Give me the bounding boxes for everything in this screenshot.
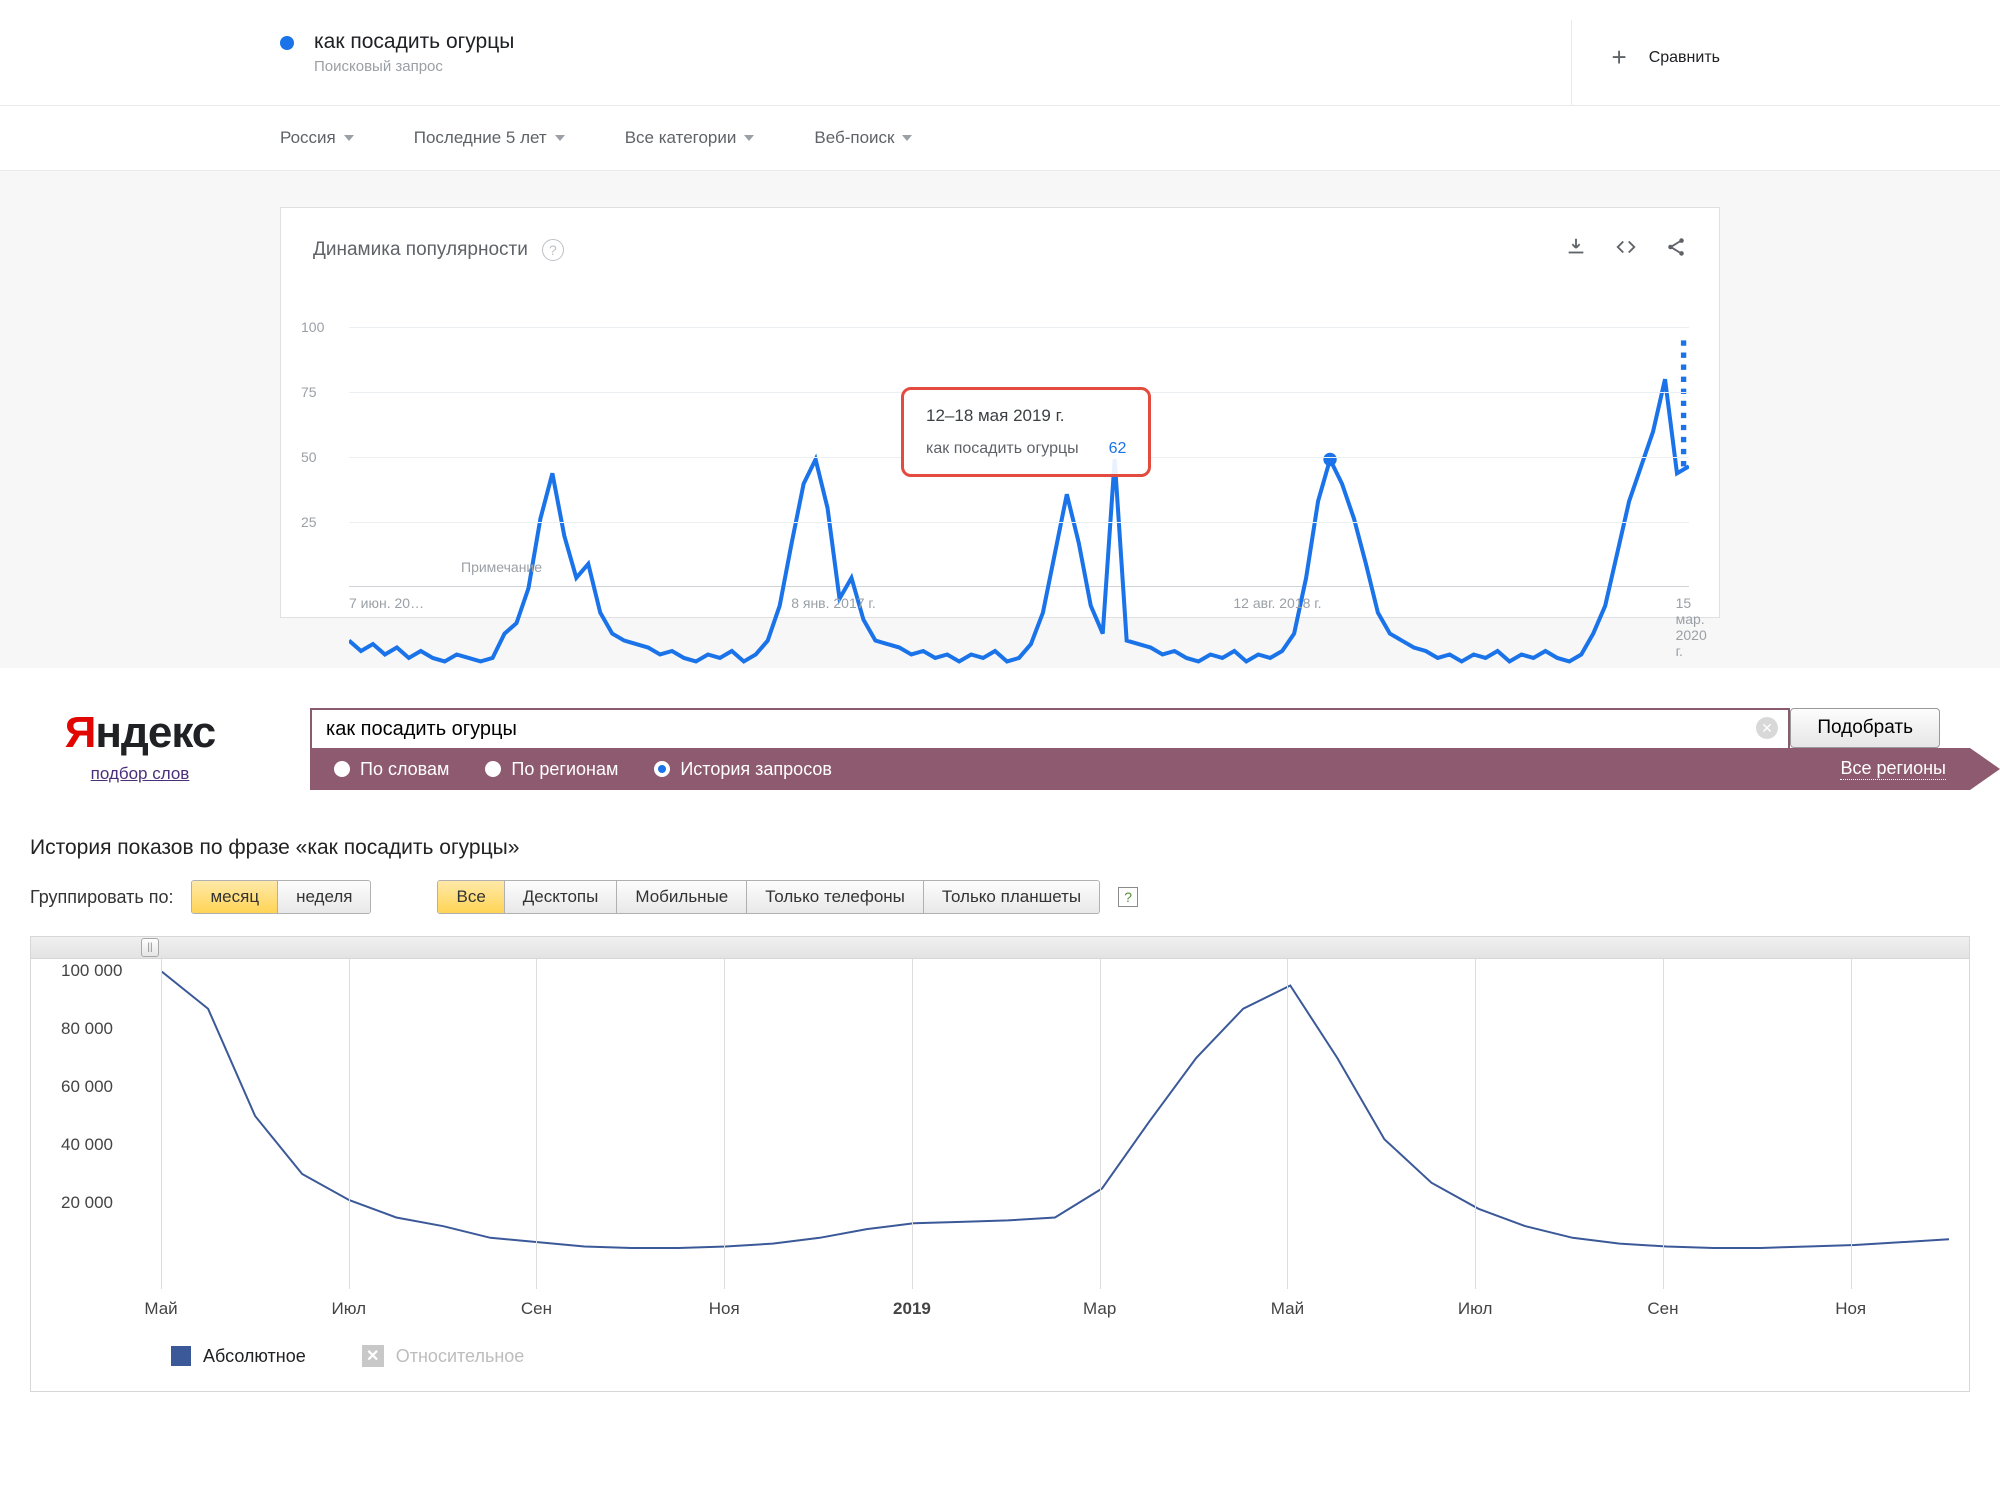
segment-button[interactable]: месяц: [192, 881, 278, 913]
segment-button[interactable]: Мобильные: [617, 881, 747, 913]
download-icon[interactable]: [1565, 236, 1587, 263]
chevron-down-icon: [902, 135, 912, 141]
chevron-down-icon: [744, 135, 754, 141]
trends-chart-card: Динамика популярности ? Примечание 7 июн…: [280, 207, 1720, 618]
filter-dropdown[interactable]: Все категории: [625, 106, 755, 170]
tooltip-value: 62: [1109, 440, 1127, 458]
segment-button[interactable]: Только планшеты: [924, 881, 1099, 913]
search-term-type: Поисковый запрос: [314, 58, 514, 75]
compare-label: Сравнить: [1649, 49, 1720, 67]
compare-button[interactable]: + Сравнить: [1571, 20, 1720, 105]
chevron-down-icon: [555, 135, 565, 141]
search-term[interactable]: как посадить огурцы: [314, 30, 514, 54]
chart-tooltip: 12–18 мая 2019 г. как посадить огурцы 62: [901, 387, 1151, 477]
wordstat-link[interactable]: подбор слов: [30, 764, 250, 784]
tooltip-label: как посадить огурцы: [926, 440, 1079, 458]
all-regions-link[interactable]: Все регионы: [1840, 758, 1946, 780]
mode-tabs: По словам По регионам История запросов Все…: [310, 748, 1970, 790]
chevron-down-icon: [344, 135, 354, 141]
card-title: Динамика популярности: [313, 239, 528, 261]
legend-absolute[interactable]: Абсолютное: [171, 1346, 306, 1367]
share-icon[interactable]: [1665, 236, 1687, 263]
chart-note[interactable]: Примечание: [461, 559, 542, 575]
tooltip-date: 12–18 мая 2019 г.: [926, 406, 1126, 426]
chart-scroll-track[interactable]: ||: [31, 937, 1969, 959]
legend-relative[interactable]: ✕ Относительное: [362, 1345, 525, 1367]
clear-icon[interactable]: ✕: [1756, 717, 1778, 739]
mode-radio[interactable]: История запросов: [654, 759, 832, 780]
segment-button[interactable]: Все: [438, 881, 504, 913]
radio-icon: [654, 761, 670, 777]
filter-dropdown[interactable]: Последние 5 лет: [414, 106, 565, 170]
segment-button[interactable]: Десктопы: [505, 881, 618, 913]
group-by-segment: месяцнеделя: [191, 880, 371, 914]
group-by-label: Группировать по:: [30, 887, 173, 908]
yandex-logo[interactable]: Яндекс: [30, 708, 250, 758]
submit-button[interactable]: Подобрать: [1790, 708, 1940, 748]
segment-button[interactable]: неделя: [278, 881, 370, 913]
help-icon[interactable]: ?: [1118, 887, 1138, 907]
plus-icon: +: [1612, 42, 1627, 73]
mode-radio[interactable]: По регионам: [485, 759, 618, 780]
filter-dropdown[interactable]: Веб-поиск: [814, 106, 912, 170]
device-segment: ВсеДесктопыМобильныеТолько телефоныТольк…: [437, 880, 1100, 914]
filter-dropdown[interactable]: Россия: [280, 106, 354, 170]
chart-scroll-handle[interactable]: ||: [141, 938, 159, 957]
embed-icon[interactable]: [1615, 236, 1637, 263]
radio-icon: [334, 761, 350, 777]
mode-radio[interactable]: По словам: [334, 759, 449, 780]
segment-button[interactable]: Только телефоны: [747, 881, 924, 913]
radio-icon: [485, 761, 501, 777]
help-icon[interactable]: ?: [542, 239, 564, 261]
term-color-dot: [280, 36, 294, 50]
history-title: История показов по фразе «как посадить о…: [30, 836, 1970, 860]
search-input[interactable]: [310, 708, 1790, 748]
wordstat-line-chart[interactable]: 100 00080 00060 00040 00020 000МайИюлСен…: [31, 959, 1969, 1289]
